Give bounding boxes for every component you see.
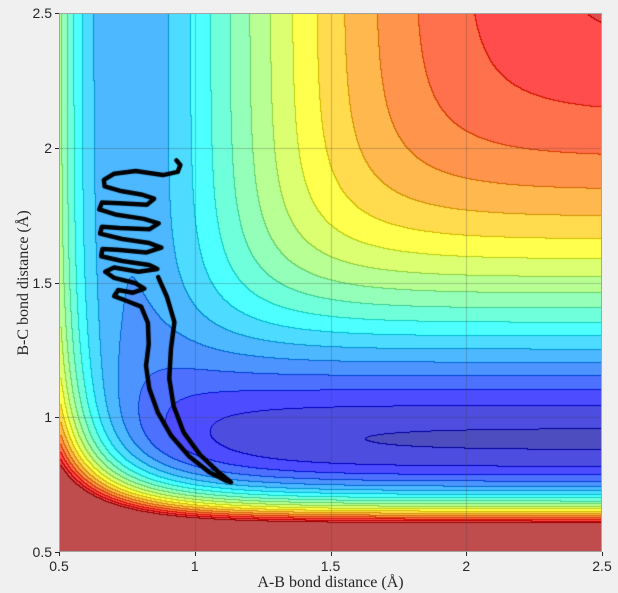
y-tick-label: 1 <box>44 409 52 426</box>
y-tick-label: 0.5 <box>32 544 52 560</box>
x-tick-label: 2.5 <box>592 558 612 574</box>
y-tick-label: 2.5 <box>32 5 52 21</box>
x-tick-label: 2 <box>462 558 471 574</box>
y-tick-mark <box>55 147 59 149</box>
x-axis-label: A-B bond distance (Å) <box>257 574 404 591</box>
x-tick-mark <box>330 552 332 556</box>
contour-surface-canvas <box>60 14 601 551</box>
x-tick-mark <box>194 552 196 556</box>
y-tick-label: 1.5 <box>32 274 52 291</box>
x-tick-mark <box>59 552 60 556</box>
x-tick-label: 0.5 <box>49 558 69 574</box>
x-tick-label: 1.5 <box>320 558 341 574</box>
x-tick-mark <box>602 552 603 556</box>
x-tick-label: 1 <box>190 558 199 574</box>
y-tick-label: 2 <box>44 139 52 156</box>
y-tick-mark <box>55 417 59 419</box>
x-tick-mark <box>466 552 468 556</box>
y-tick-mark <box>55 282 59 284</box>
y-tick-mark <box>55 552 59 553</box>
y-tick-mark <box>55 13 59 14</box>
y-axis-label: B-C bond distance (Å) <box>15 209 32 356</box>
plot-area <box>59 13 602 552</box>
